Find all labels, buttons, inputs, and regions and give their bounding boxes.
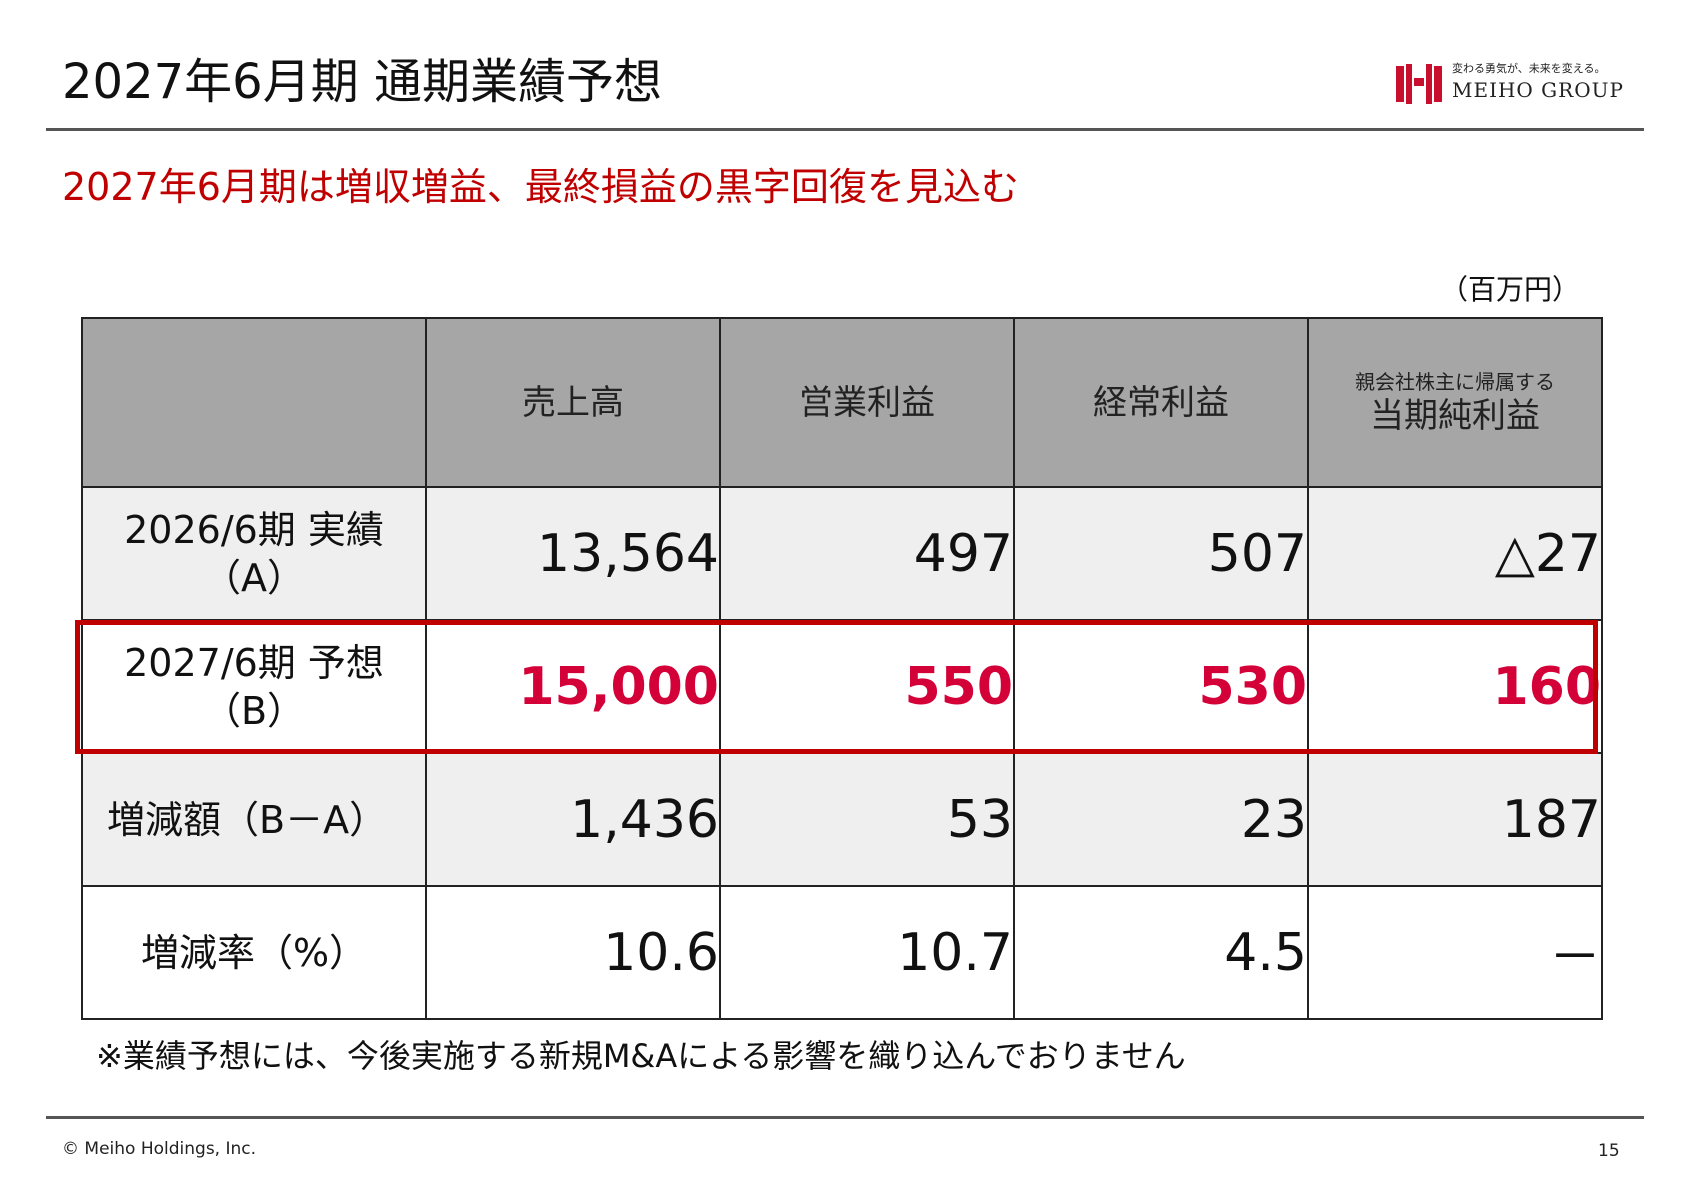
forecast-value-cell: 160 bbox=[1307, 619, 1603, 754]
row-label-line1: 増減率（%） bbox=[140, 930, 368, 975]
headline-message: 2027年6月期は増収増益、最終損益の黒字回復を見込む bbox=[62, 165, 1019, 209]
value-cell: 497 bbox=[719, 486, 1015, 621]
value-cell: 53 bbox=[719, 752, 1015, 887]
value-cell: 507 bbox=[1013, 486, 1309, 621]
header-label: 経常利益 bbox=[1093, 382, 1229, 423]
unit-label: （百万円） bbox=[1440, 273, 1581, 306]
header-label: 当期純利益 bbox=[1370, 395, 1540, 436]
value-cell: 23 bbox=[1013, 752, 1309, 887]
forecast-table: 売上高 営業利益 経常利益 親会社株主に帰属する 当期純利益 2026/6期 実… bbox=[81, 317, 1603, 1020]
row-label-line1: 増減額（B－A） bbox=[107, 797, 388, 842]
row-label-line2: （B） bbox=[202, 688, 306, 733]
meiho-logo-icon bbox=[1396, 64, 1442, 104]
company-logo: 変わる勇気が、未来を変える。 MEIHO GROUP bbox=[1396, 58, 1636, 106]
row-label: 増減額（B－A） bbox=[81, 752, 427, 887]
row-label-line1: 2026/6期 実績 bbox=[124, 507, 384, 552]
table-row-fy2027-forecast: 2027/6期 予想 （B） 15,000 550 530 160 bbox=[81, 619, 1603, 754]
value-cell: 10.7 bbox=[719, 885, 1015, 1020]
row-label: 2026/6期 実績 （A） bbox=[81, 486, 427, 621]
logo-tagline: 変わる勇気が、未来を変える。 bbox=[1452, 62, 1606, 75]
header-operating-profit: 営業利益 bbox=[719, 317, 1015, 488]
value-cell: △27 bbox=[1307, 486, 1603, 621]
header-corner-cell bbox=[81, 317, 427, 488]
row-label: 2027/6期 予想 （B） bbox=[81, 619, 427, 754]
table-row-change-rate: 増減率（%） 10.6 10.7 4.5 － bbox=[81, 885, 1603, 1020]
header-label: 売上高 bbox=[522, 382, 624, 423]
table-row-change-amount: 増減額（B－A） 1,436 53 23 187 bbox=[81, 752, 1603, 887]
row-label: 増減率（%） bbox=[81, 885, 427, 1020]
table-row-fy2026-actual: 2026/6期 実績 （A） 13,564 497 507 △27 bbox=[81, 486, 1603, 621]
value-cell: 10.6 bbox=[425, 885, 721, 1020]
row-label-line2: （A） bbox=[203, 555, 305, 600]
header-net-sales: 売上高 bbox=[425, 317, 721, 488]
value-cell: 187 bbox=[1307, 752, 1603, 887]
table-header-row: 売上高 営業利益 経常利益 親会社株主に帰属する 当期純利益 bbox=[81, 317, 1603, 488]
row-label-line1: 2027/6期 予想 bbox=[124, 640, 384, 685]
header-rule bbox=[46, 128, 1644, 131]
header-ordinary-profit: 経常利益 bbox=[1013, 317, 1309, 488]
header-net-income: 親会社株主に帰属する 当期純利益 bbox=[1307, 317, 1603, 488]
page-number: 15 bbox=[1598, 1141, 1620, 1161]
footer-rule bbox=[46, 1116, 1644, 1119]
value-cell: 13,564 bbox=[425, 486, 721, 621]
footnote: ※業績予想には、今後実施する新規M&Aによる影響を織り込んでおりません bbox=[96, 1037, 1186, 1075]
copyright: © Meiho Holdings, Inc. bbox=[62, 1139, 257, 1159]
header-sublabel: 親会社株主に帰属する bbox=[1355, 369, 1555, 394]
logo-name: MEIHO GROUP bbox=[1452, 78, 1624, 102]
header-label: 営業利益 bbox=[799, 382, 935, 423]
value-cell: 4.5 bbox=[1013, 885, 1309, 1020]
value-cell: 1,436 bbox=[425, 752, 721, 887]
forecast-highlight-box bbox=[75, 620, 1598, 754]
value-cell: － bbox=[1307, 885, 1603, 1020]
page-title: 2027年6月期 通期業績予想 bbox=[62, 54, 662, 110]
